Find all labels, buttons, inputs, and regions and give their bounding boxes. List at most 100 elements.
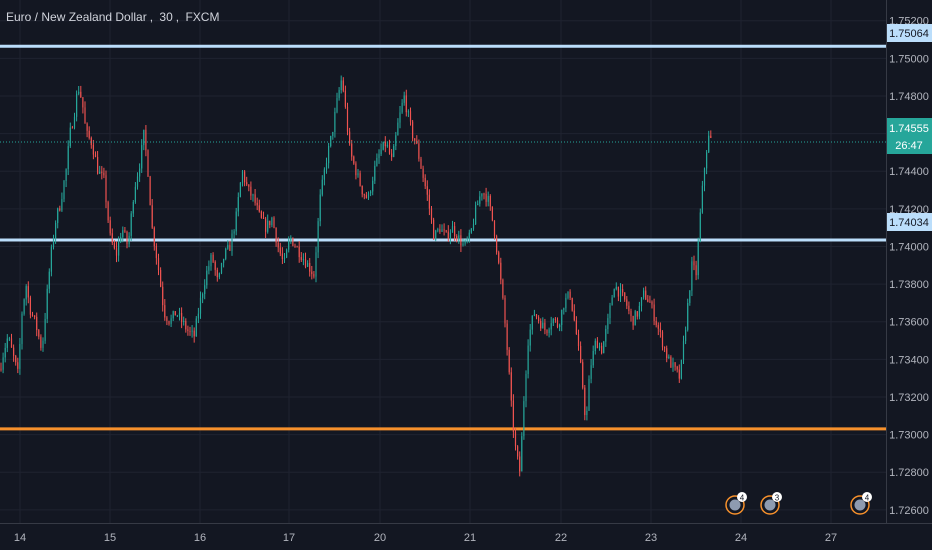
candle-body [67, 146, 69, 170]
candle-body [2, 357, 4, 370]
exchange: FXCM [185, 10, 220, 24]
candle-body [527, 345, 529, 374]
candle-body [689, 290, 691, 303]
candle-body [73, 116, 76, 128]
candle-body [454, 226, 456, 237]
candle-body [52, 238, 55, 248]
candle-body [363, 194, 365, 196]
price-tick-label: 1.74400 [889, 166, 929, 178]
candle-body [344, 90, 346, 107]
candle-body [42, 340, 44, 348]
candle-body [643, 290, 645, 298]
time-tick-label: 20 [374, 532, 386, 544]
candle-body [687, 302, 689, 330]
candle-body [666, 348, 668, 359]
candle-body [456, 236, 458, 240]
price-tick-label: 1.73000 [889, 430, 929, 442]
event-marker-1[interactable]: 4 [725, 492, 747, 515]
candle-body [65, 169, 67, 181]
candle-body [111, 233, 113, 243]
candle-body [575, 320, 577, 335]
candle-body [435, 230, 437, 240]
chart-title: Euro / New Zealand Dollar, 30, FXCM [6, 10, 222, 24]
candle-body [535, 314, 538, 318]
candle-body [269, 220, 271, 226]
candle-body [391, 153, 393, 158]
candle-body [166, 317, 168, 322]
candle-body [437, 229, 439, 231]
candle-body [40, 336, 42, 348]
candle-body [449, 232, 451, 239]
candle-body [298, 246, 300, 258]
candle-body [678, 369, 680, 379]
candle-body [496, 236, 498, 253]
event-marker-2[interactable]: 3 [760, 492, 782, 515]
candle-body [239, 182, 241, 198]
candle-body [609, 305, 611, 319]
candle-body [178, 312, 181, 316]
candle-body [691, 261, 693, 291]
candle-body [250, 186, 252, 196]
candle-body [69, 127, 71, 147]
time-axis[interactable] [0, 523, 932, 550]
candle-body [55, 222, 57, 239]
candle-body [594, 340, 596, 352]
candle-body [653, 304, 655, 322]
price-axis[interactable] [886, 0, 932, 523]
bar-countdown-text: 26:47 [895, 140, 923, 152]
candle-body [25, 286, 27, 300]
candle-body [592, 351, 594, 366]
candle-body [588, 378, 590, 411]
price-tick-label: 1.72600 [889, 505, 929, 517]
candle-body [472, 224, 475, 229]
candle-body [176, 315, 178, 317]
candle-body [416, 140, 418, 144]
candle-body [4, 347, 6, 358]
candle-body [15, 355, 17, 363]
candle-body [393, 146, 395, 158]
candle-body [10, 338, 13, 348]
candle-body [651, 302, 653, 305]
candle-body [206, 270, 208, 286]
time-tick-label: 16 [194, 532, 206, 544]
time-tick-label: 17 [283, 532, 295, 544]
candle-body [498, 252, 500, 263]
candle-body [703, 168, 706, 186]
candle-body [216, 269, 218, 278]
candle-body [0, 368, 2, 370]
candle-body [546, 330, 548, 334]
candle-body [357, 173, 359, 176]
price-tick-label: 1.73400 [889, 354, 929, 366]
candle-body [487, 195, 489, 202]
candle-body [80, 91, 82, 98]
candle-body [97, 157, 99, 174]
time-axis-ticks: 14 15 16 17 20 21 22 23 24 27 [14, 532, 837, 544]
event-marker-3[interactable]: 4 [850, 492, 872, 515]
candle-body [94, 154, 97, 158]
candle-body [607, 318, 609, 329]
interval[interactable]: 30 [159, 10, 173, 24]
candle-body [153, 227, 155, 247]
candle-body [506, 323, 508, 350]
candle-body [649, 301, 651, 303]
candle-body [647, 299, 649, 302]
candle-body [61, 199, 63, 211]
candle-body [105, 175, 107, 203]
candle-body [475, 205, 477, 225]
candle-body [670, 356, 672, 368]
candle-body [283, 257, 286, 259]
event-marker-3-count: 4 [865, 494, 870, 503]
horizontal-levels[interactable] [0, 44, 886, 431]
candle-body [685, 329, 687, 342]
candle-body [38, 330, 40, 337]
candle-body [46, 288, 48, 319]
time-tick-label: 21 [464, 532, 476, 544]
candle-body [573, 310, 575, 321]
candle-body [149, 176, 151, 206]
candle-body [443, 229, 445, 231]
candle-body [273, 217, 275, 228]
candle-body [319, 194, 321, 222]
candle-body [231, 233, 233, 251]
symbol-name[interactable]: Euro / New Zealand Dollar [6, 10, 147, 24]
